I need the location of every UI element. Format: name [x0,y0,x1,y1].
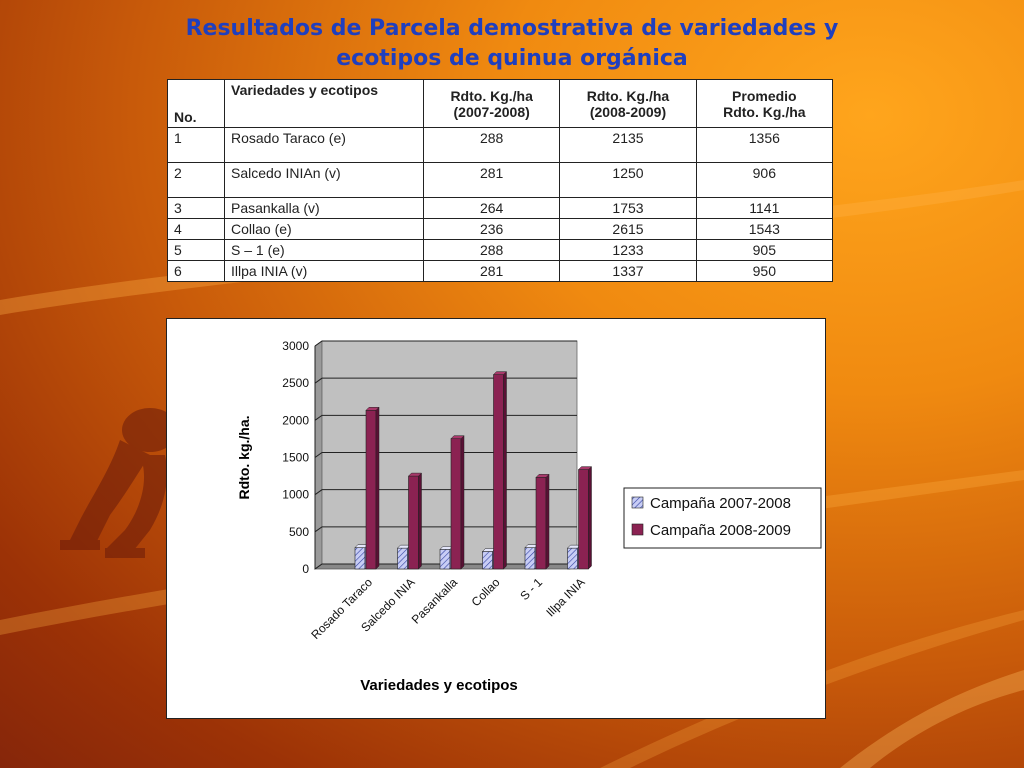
legend-label: Campaña 2007-2008 [650,495,791,512]
cell-average: 1356 [695,127,834,163]
bar-side [503,371,507,570]
chart-container: 0 500 1000 1500 2000 2500 3000 Rosado Taraco Sal… [166,318,826,719]
y-tick-label: 2000 [282,413,309,427]
cell-yield-2008: 1753 [559,197,697,219]
table-row: 3 Pasankalla (v) 264 1753 1141 [167,197,834,219]
bar [439,549,451,570]
header-no: No. [167,79,225,128]
bar [567,547,578,570]
header-variety: Variedades y ecotipos [224,79,424,128]
legend-swatch [631,523,644,536]
bar-side [418,472,422,570]
cell-variety: Pasankalla (v) [224,197,424,219]
table-row: 1 Rosado Taraco (e) 288 2135 1356 [167,127,834,163]
bar-side [588,466,592,570]
bar [397,547,408,570]
cell-variety: Salcedo INIAn (v) [224,162,424,198]
header-average: Promedio Rdto. Kg./ha [695,79,834,128]
cell-yield-2008: 1250 [559,162,697,198]
table-row: 2 Salcedo INIAn (v) 281 1250 906 [167,162,834,198]
bar-top [535,474,550,478]
gridline [314,489,577,496]
cell-variety: S – 1 (e) [224,239,424,261]
cell-yield-2008: 1233 [559,239,697,261]
bar [408,475,419,570]
cell-variety: Illpa INIA (v) [224,260,424,282]
bar-top [577,466,593,470]
results-table: No. Variedades y ecotipos Rdto. Kg./ha (2… [167,79,834,282]
cell-yield-2007: 264 [422,197,561,219]
x-tick-label: S - 1 [517,575,545,603]
bar [493,374,504,570]
header-yield-2007: Rdto. Kg./ha (2007-2008) [422,79,561,128]
cell-no: 6 [167,260,225,282]
bar [365,409,377,570]
cell-average: 906 [695,162,834,198]
bar-top [492,371,508,375]
x-axis-title: Variedades y ecotipos [360,677,518,694]
bar [482,551,493,570]
bar [578,469,589,570]
cell-yield-2007: 288 [422,239,561,261]
bar [535,477,547,570]
table-header-row: No. Variedades y ecotipos Rdto. Kg./ha (2… [167,79,834,128]
x-tick-label: Illpa INIA [543,575,587,619]
cell-yield-2007: 281 [422,162,561,198]
bar-top [365,407,380,411]
gridline [314,452,577,458]
y-tick-label: 2500 [282,376,309,390]
y-tick-label: 500 [289,525,309,539]
gridline [314,340,577,347]
legend-label: Campaña 2008-2009 [650,522,791,539]
cell-average: 1543 [695,218,834,240]
cell-yield-2007: 236 [422,218,561,240]
x-tick-label: Collao [469,575,503,609]
cell-average: 1141 [695,197,834,219]
header-yield-2008: Rdto. Kg./ha (2008-2009) [559,79,697,128]
bar [354,547,366,570]
gridline [314,414,577,421]
slide-title-line1: Resultados de Parcela demostrativa de va… [185,16,839,41]
y-tick-label: 1500 [282,451,309,465]
bar-top [407,472,423,477]
gridline [314,377,577,384]
bar [524,547,536,570]
bar-side [545,473,550,570]
slide-title: Resultados de Parcela demostrativa de va… [60,14,964,74]
y-tick-label: 0 [302,562,309,576]
runner-silhouette [60,408,178,558]
legend-box [623,487,822,549]
cell-no: 1 [167,127,225,163]
slide-title-line2: ecotipos de quinua orgánica [336,46,688,71]
cell-average: 950 [695,260,834,282]
cell-no: 3 [167,197,225,219]
cell-yield-2007: 288 [422,127,561,163]
bar-side [375,406,380,570]
y-axis-title: Rdto. kg./ha. [236,416,252,500]
cell-no: 4 [167,218,225,240]
legend-swatch [631,496,644,509]
cell-yield-2008: 2135 [559,127,697,163]
table-row: 4 Collao (e) 236 2615 1543 [167,218,834,240]
cell-no: 2 [167,162,225,198]
x-tick-label: Pasankalla [409,575,461,627]
cell-yield-2008: 1337 [559,260,697,282]
y-tick-label: 1000 [282,488,309,502]
cell-average: 905 [695,239,834,261]
gridline [314,526,577,533]
bar [450,438,462,570]
cell-variety: Collao (e) [224,218,424,240]
y-tick-label: 3000 [282,339,309,353]
cell-yield-2007: 281 [422,260,561,282]
table-row: 6 Illpa INIA (v) 281 1337 950 [167,260,834,282]
cell-no: 5 [167,239,225,261]
table-row: 5 S – 1 (e) 288 1233 905 [167,239,834,261]
cell-yield-2008: 2615 [559,218,697,240]
cell-variety: Rosado Taraco (e) [224,127,424,163]
bar-top [450,435,465,439]
bar-side [460,435,465,570]
